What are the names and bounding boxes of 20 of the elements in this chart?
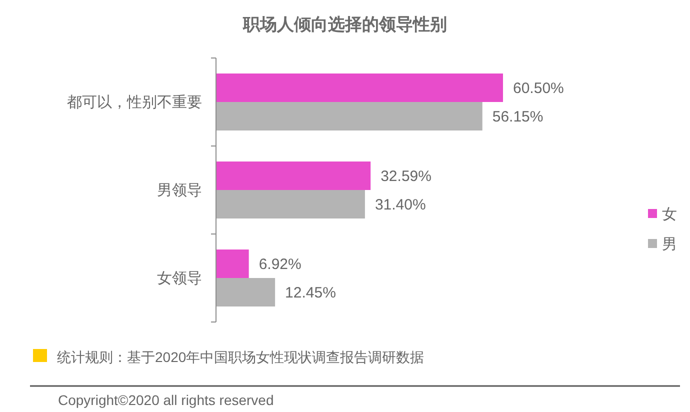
data-label: 31.40% bbox=[374, 196, 426, 214]
chart-title: 职场人倾向选择的领导性别 bbox=[242, 15, 447, 34]
bar bbox=[216, 278, 276, 306]
legend-label: 男 bbox=[662, 236, 677, 253]
bar bbox=[216, 74, 503, 102]
bar bbox=[216, 102, 482, 130]
text: 统计规则：基于2020年中国职场女性现状调查报告调研数据 bbox=[57, 349, 424, 365]
bar bbox=[216, 162, 371, 190]
data-label: 12.45% bbox=[285, 284, 336, 302]
y-tick-label: 都可以，性别不重要 bbox=[67, 94, 202, 111]
y-tick-label: 男领导 bbox=[157, 182, 202, 199]
text: Copyright©2020 all rights reserved bbox=[58, 392, 274, 408]
y-tick-label: 女领导 bbox=[157, 270, 202, 287]
data-label: 6.92% bbox=[258, 256, 302, 273]
legend-label: 女 bbox=[662, 206, 677, 223]
data-label: 32.59% bbox=[380, 168, 432, 185]
bar bbox=[216, 250, 249, 278]
data-label: 60.50% bbox=[513, 80, 564, 97]
bar bbox=[216, 190, 365, 218]
data-label: 56.15% bbox=[492, 108, 544, 126]
